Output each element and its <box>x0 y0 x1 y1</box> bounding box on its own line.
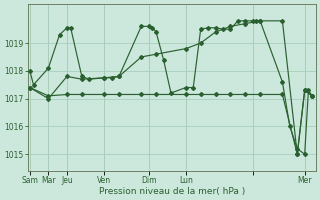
X-axis label: Pression niveau de la mer( hPa ): Pression niveau de la mer( hPa ) <box>99 187 245 196</box>
